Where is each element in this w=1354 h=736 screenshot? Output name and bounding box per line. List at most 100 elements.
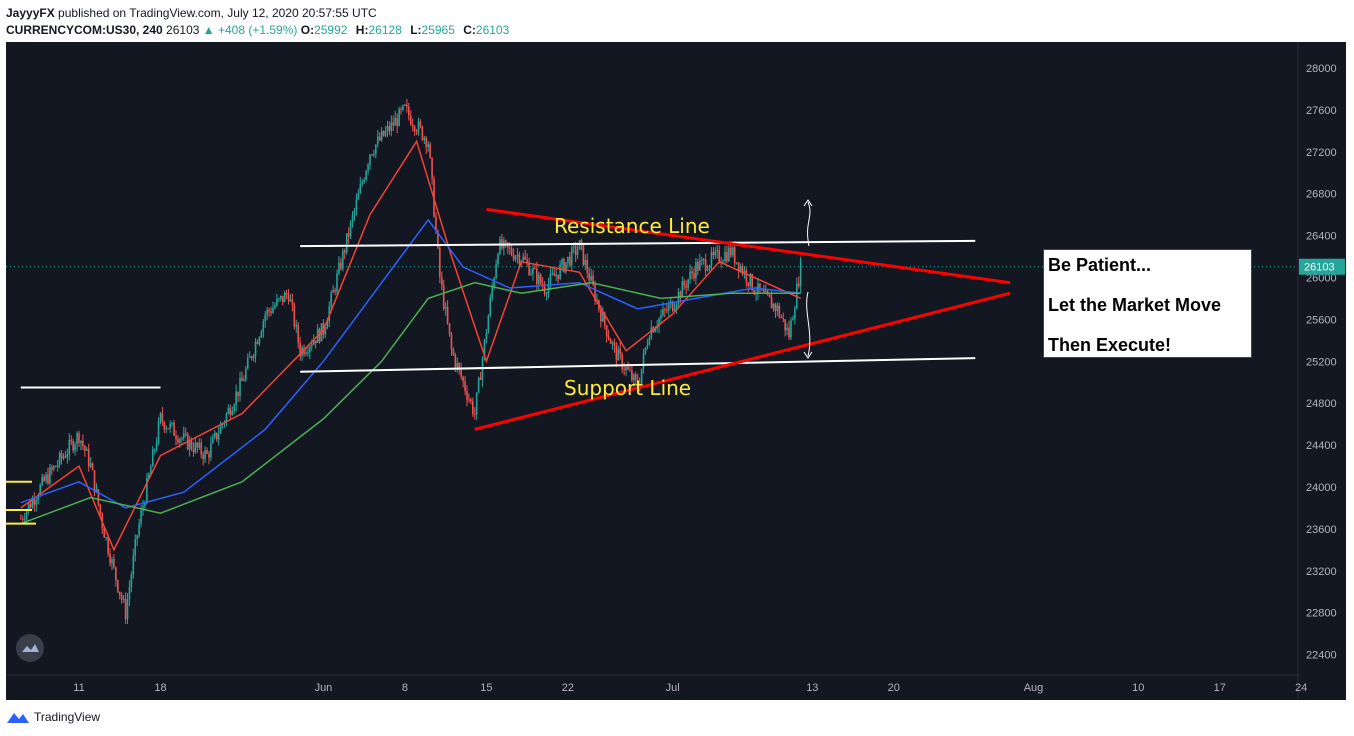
candle-body: [605, 325, 608, 337]
candle-body: [602, 312, 604, 322]
candle-body: [68, 439, 71, 455]
candle-body: [440, 277, 443, 286]
candle-body: [537, 274, 540, 285]
candle-body: [80, 440, 82, 443]
candle-body: [609, 339, 612, 344]
candle-body: [634, 374, 637, 381]
candle-body: [217, 433, 220, 440]
footer-brand[interactable]: TradingView: [34, 710, 101, 724]
candle-body: [627, 366, 629, 370]
candle-body: [454, 354, 457, 368]
candle-body: [43, 476, 45, 481]
y-tick-label: 25600: [1306, 314, 1337, 326]
y-tick-label: 27200: [1306, 147, 1337, 159]
candle-body: [293, 304, 296, 327]
candle-body: [262, 321, 265, 333]
candle-body: [446, 306, 449, 324]
candle-body: [307, 352, 309, 354]
candle-body: [468, 399, 470, 401]
candle-body: [338, 262, 340, 274]
candle-body: [182, 433, 185, 439]
breakout-up-arrow-icon: [807, 201, 811, 247]
candle-body: [159, 413, 162, 422]
candle-body: [429, 143, 431, 158]
candle-body: [797, 283, 800, 287]
candle-body: [400, 108, 402, 110]
author-name[interactable]: JayyyFX: [6, 6, 55, 20]
candle-body: [470, 399, 472, 402]
candle-body: [206, 450, 208, 454]
candle-body: [699, 260, 701, 271]
candle-body: [563, 259, 565, 272]
candle-body: [376, 136, 379, 145]
candle-body: [411, 124, 414, 127]
candle-body: [481, 358, 484, 380]
candle-body: [404, 104, 406, 106]
y-tick-label: 26400: [1306, 231, 1337, 243]
candle-body: [198, 442, 201, 448]
candle-body: [491, 287, 494, 298]
candle-body: [74, 444, 76, 451]
candle-body: [70, 439, 73, 441]
candle-body: [268, 309, 270, 312]
y-tick-label: 25200: [1306, 356, 1337, 368]
candle-body: [51, 467, 53, 470]
candle-body: [584, 259, 587, 265]
candle-body: [256, 341, 259, 344]
y-tick-label: 24800: [1306, 398, 1337, 410]
candle-body: [419, 121, 422, 127]
candle-body: [642, 353, 645, 369]
candle-body: [772, 304, 775, 309]
y-tick-label: 22400: [1306, 650, 1337, 662]
candle-body: [578, 240, 581, 250]
tradingview-logo-icon[interactable]: [6, 709, 30, 725]
note-box: Be Patient... Let the Market Move Then E…: [1043, 249, 1252, 358]
last-price-tag: [1299, 258, 1345, 275]
candle-body: [603, 312, 606, 326]
candle-body: [714, 251, 717, 256]
candle-body: [621, 354, 623, 370]
candle-body: [708, 265, 711, 270]
candle-body: [165, 428, 168, 430]
candle-body: [27, 503, 30, 511]
candle-body: [78, 433, 80, 443]
chart-pane[interactable]: 22400 22800 23200 23600 24000 24400 24800 25200…: [6, 42, 1346, 700]
candle-body: [149, 466, 152, 474]
y-tick-label: 26000: [1306, 273, 1337, 285]
candle-body: [85, 448, 88, 451]
candle-body: [122, 598, 125, 600]
candle-body: [662, 309, 664, 316]
candle-body: [353, 210, 356, 216]
candle-body: [408, 106, 410, 116]
candle-body: [378, 136, 381, 141]
candle-body: [266, 309, 268, 315]
symbol-label[interactable]: CURRENCYCOM:US30, 240: [6, 23, 163, 37]
candle-body: [636, 380, 639, 390]
candle-body: [134, 539, 137, 556]
resistance-label: Resistance Line: [554, 214, 710, 238]
candle-body: [49, 467, 51, 484]
candle-body: [505, 240, 507, 243]
note-line: Then Execute!: [1048, 335, 1172, 355]
triangle-lower-line: [474, 291, 1011, 431]
x-tick-label: 24: [1295, 682, 1307, 694]
candle-body: [712, 251, 715, 256]
candle-body: [466, 390, 468, 400]
candle-body: [367, 164, 369, 171]
candle-body: [439, 247, 441, 278]
chart-header: JayyyFX published on TradingView.com, Ju…: [6, 4, 1346, 40]
candle-body: [518, 254, 521, 264]
candle-body: [759, 283, 761, 290]
candle-body: [276, 298, 278, 306]
candle-body: [675, 304, 678, 309]
candle-body: [600, 309, 602, 322]
candle-body: [214, 432, 216, 438]
candle-body: [196, 442, 199, 448]
candle-body: [761, 289, 763, 291]
candle-body: [611, 342, 614, 344]
candle-body: [768, 294, 771, 298]
candle-body: [390, 121, 393, 131]
price-chart[interactable]: 22400 22800 23200 23600 24000 24400 24800 25200…: [6, 42, 1346, 700]
candle-body: [361, 181, 364, 185]
candle-body: [117, 580, 119, 592]
